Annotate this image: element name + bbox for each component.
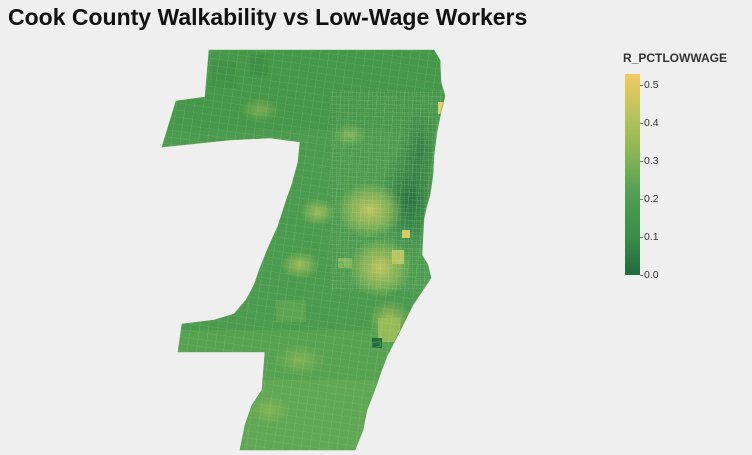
legend-tick-mark	[640, 123, 643, 125]
legend-title: R_PCTLOWWAGE	[623, 51, 727, 65]
legend-tick-mark	[640, 237, 643, 239]
legend-colorbar	[625, 74, 640, 275]
legend-tick-label: 0.5	[644, 79, 659, 92]
legend-tick-label: 0.0	[644, 269, 659, 281]
legend-tick-mark	[640, 199, 643, 201]
map-title: Cook County Walkability vs Low-Wage Work…	[8, 4, 528, 30]
legend-tick-label: 0.1	[644, 231, 659, 244]
legend-tick-mark	[640, 85, 643, 87]
legend-tick-label: 0.4	[644, 117, 659, 130]
legend-tick-label: 0.2	[644, 193, 659, 206]
legend-tick-mark	[640, 161, 643, 163]
census-tracts[interactable]	[150, 40, 460, 455]
legend-tick-label: 0.3	[644, 155, 659, 168]
county-map[interactable]	[0, 0, 600, 455]
legend-tick-mark	[640, 275, 643, 276]
